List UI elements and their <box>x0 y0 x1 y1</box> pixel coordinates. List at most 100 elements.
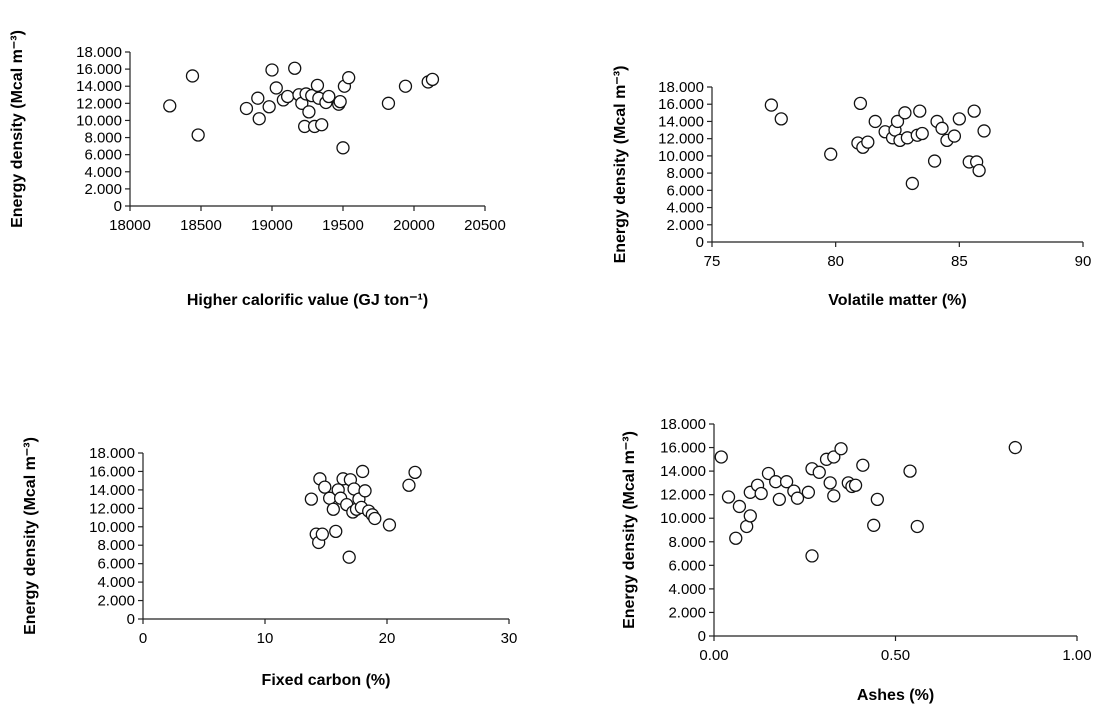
panel-hcv: 02.0004.0006.0008.00010.00012.00014.0001… <box>9 30 506 309</box>
x-tick-label: 75 <box>704 253 721 270</box>
data-point <box>977 124 991 138</box>
data-point <box>425 72 440 87</box>
panel-fixed-carbon: 02.0004.0006.0008.00010.00012.00014.0001… <box>22 437 517 689</box>
y-tick-label: 10.000 <box>89 519 135 536</box>
data-point <box>805 549 819 563</box>
data-point <box>774 112 788 126</box>
data-point <box>252 112 266 126</box>
data-point <box>721 490 736 504</box>
y-tick-label: 4.000 <box>668 581 706 598</box>
data-point <box>769 475 783 489</box>
data-point <box>761 466 776 481</box>
data-point <box>315 118 329 132</box>
data-point <box>913 104 927 118</box>
y-tick-label: 2.000 <box>84 181 122 198</box>
data-point <box>764 98 779 112</box>
data-point <box>867 518 881 532</box>
y-tick-label: 6.000 <box>668 557 706 574</box>
y-axis-title: Energy density (Mcal m⁻³) <box>22 437 39 635</box>
x-tick-label: 85 <box>951 253 968 270</box>
data-point <box>754 486 768 501</box>
y-tick-label: 0 <box>127 611 135 628</box>
data-point <box>304 492 319 506</box>
data-point <box>972 163 986 178</box>
x-tick-label: 19000 <box>251 217 293 234</box>
x-tick-label: 18500 <box>180 217 222 234</box>
x-tick-label: 20 <box>379 630 396 647</box>
data-point <box>368 511 382 526</box>
y-tick-label: 14.000 <box>660 463 706 480</box>
y-tick-label: 14.000 <box>89 482 135 499</box>
data-point <box>288 61 302 75</box>
data-point <box>382 518 397 532</box>
y-tick-label: 16.000 <box>89 463 135 480</box>
data-point <box>824 147 838 161</box>
data-point <box>185 69 200 83</box>
y-tick-label: 4.000 <box>97 574 135 591</box>
data-point <box>812 465 826 479</box>
data-point <box>890 114 905 129</box>
data-point <box>935 121 949 135</box>
x-tick-label: 19500 <box>322 217 364 234</box>
y-tick-label: 8.000 <box>84 130 122 147</box>
data-point <box>265 63 279 77</box>
data-point <box>326 502 340 516</box>
y-tick-label: 12.000 <box>76 95 122 112</box>
y-tick-label: 10.000 <box>658 148 704 165</box>
data-point <box>269 81 283 95</box>
data-point <box>801 485 816 499</box>
data-point <box>910 519 924 534</box>
x-tick-label: 80 <box>827 253 844 270</box>
x-tick-label: 30 <box>501 630 518 647</box>
x-tick-label: 20000 <box>393 217 435 234</box>
data-point <box>834 442 848 456</box>
data-point <box>408 465 422 480</box>
x-tick-label: 0.00 <box>699 647 728 664</box>
y-axis-title: Energy density (Mcal m⁻³) <box>9 30 26 228</box>
data-point <box>333 94 347 109</box>
data-point <box>262 100 276 114</box>
x-tick-label: 1.00 <box>1062 647 1091 664</box>
data-point <box>402 478 416 492</box>
data-point <box>163 99 177 113</box>
data-point <box>239 101 254 116</box>
data-point <box>714 450 728 464</box>
y-tick-label: 6.000 <box>84 147 122 164</box>
data-point <box>329 524 343 539</box>
data-point <box>381 96 396 110</box>
data-point <box>952 112 966 126</box>
x-axis-title: Volatile matter (%) <box>828 292 966 309</box>
data-point <box>358 484 372 498</box>
data-point <box>823 476 837 490</box>
y-tick-label: 8.000 <box>668 534 706 551</box>
y-tick-label: 18.000 <box>89 445 135 462</box>
data-point <box>729 531 743 545</box>
x-tick-label: 0 <box>139 630 147 647</box>
data-point <box>947 129 962 143</box>
data-point <box>848 478 863 492</box>
y-tick-label: 4.000 <box>666 200 704 217</box>
data-point <box>915 126 929 141</box>
y-tick-label: 12.000 <box>658 131 704 148</box>
panel-volatile-matter: 02.0004.0006.0008.00010.00012.00014.0001… <box>612 66 1091 309</box>
x-axis-title: Ashes (%) <box>857 687 934 704</box>
data-point <box>318 480 332 494</box>
x-tick-label: 18000 <box>109 217 151 234</box>
data-point <box>1008 440 1022 455</box>
data-point <box>355 464 370 479</box>
y-tick-label: 16.000 <box>660 440 706 457</box>
data-point <box>868 114 882 129</box>
data-point <box>772 492 786 507</box>
data-point <box>827 450 841 464</box>
y-tick-label: 16.000 <box>658 96 704 113</box>
data-point <box>398 79 413 93</box>
data-point <box>342 71 356 85</box>
y-tick-label: 0 <box>114 198 122 215</box>
data-point <box>315 527 329 541</box>
y-tick-label: 6.000 <box>666 182 704 199</box>
y-tick-label: 10.000 <box>76 112 122 129</box>
data-point <box>898 106 912 120</box>
data-point <box>905 176 919 191</box>
data-point <box>743 509 757 523</box>
